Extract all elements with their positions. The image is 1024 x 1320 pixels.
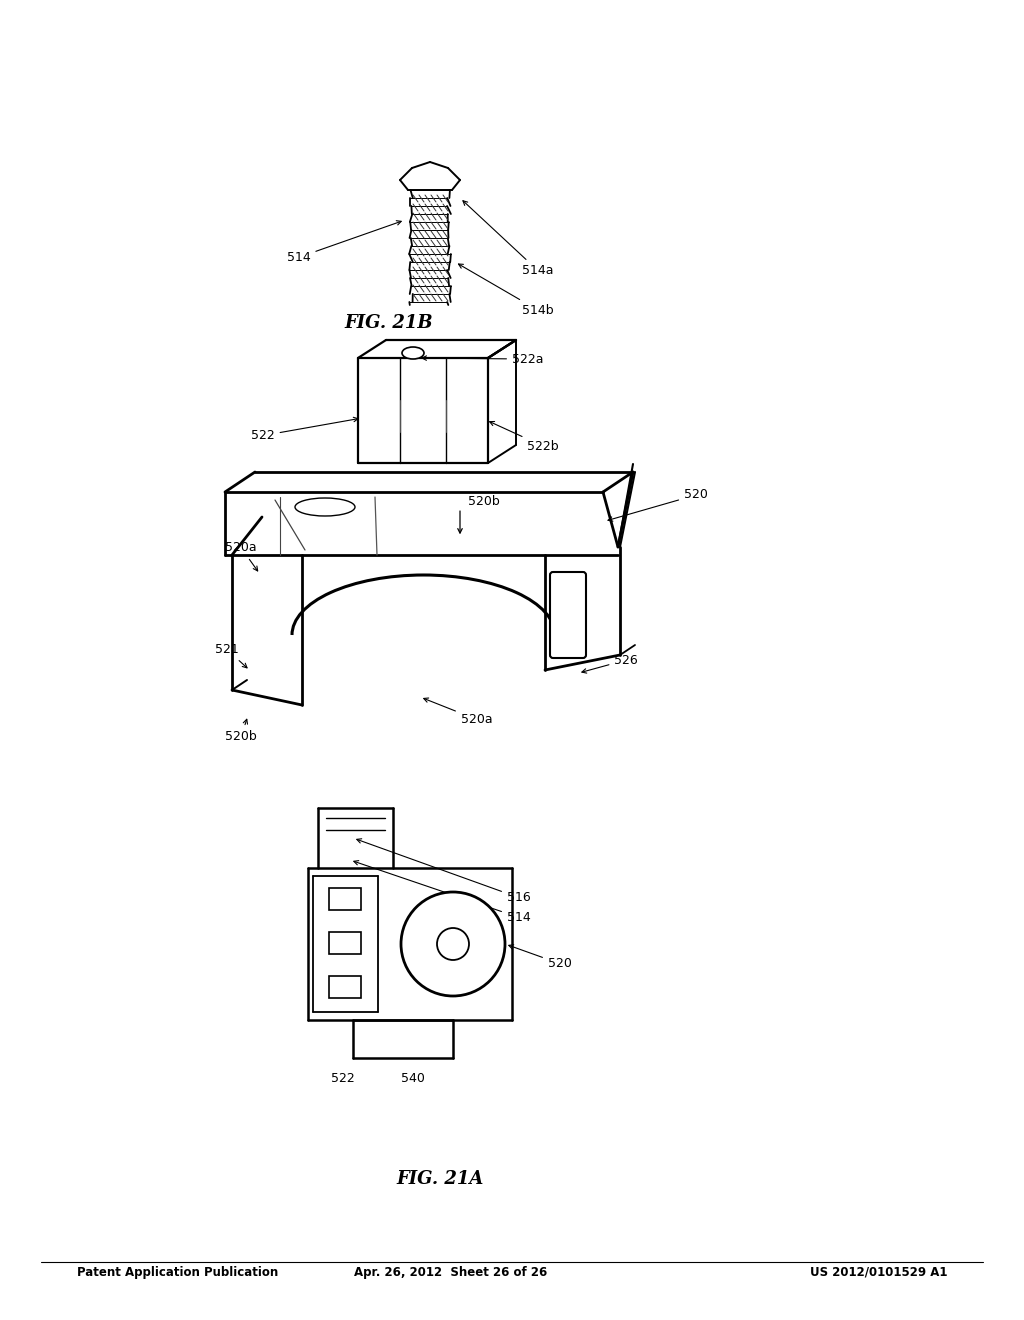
Text: 526: 526 <box>582 653 638 673</box>
Text: 520: 520 <box>608 488 708 521</box>
Ellipse shape <box>295 498 355 516</box>
Text: 520b: 520b <box>468 495 500 508</box>
Text: 514a: 514a <box>463 201 554 277</box>
Text: 540: 540 <box>401 1072 425 1085</box>
Circle shape <box>437 928 469 960</box>
Text: 520b: 520b <box>225 719 257 743</box>
Text: 516: 516 <box>356 838 530 904</box>
FancyBboxPatch shape <box>550 572 586 657</box>
Ellipse shape <box>402 347 424 359</box>
Bar <box>329 932 361 954</box>
Text: 522b: 522b <box>489 421 559 453</box>
Text: 520: 520 <box>509 945 571 970</box>
Text: 520a: 520a <box>225 541 258 572</box>
Text: 522a: 522a <box>422 352 544 366</box>
Text: 522: 522 <box>331 1072 355 1085</box>
Text: 514: 514 <box>287 220 401 264</box>
Text: Apr. 26, 2012  Sheet 26 of 26: Apr. 26, 2012 Sheet 26 of 26 <box>354 1266 547 1279</box>
Text: Patent Application Publication: Patent Application Publication <box>77 1266 279 1279</box>
Text: 522: 522 <box>251 417 358 442</box>
Circle shape <box>401 892 505 997</box>
Text: US 2012/0101529 A1: US 2012/0101529 A1 <box>810 1266 947 1279</box>
Bar <box>329 888 361 911</box>
Bar <box>329 975 361 998</box>
Text: 514b: 514b <box>459 264 554 317</box>
Text: 521: 521 <box>215 643 247 668</box>
Text: FIG. 21A: FIG. 21A <box>396 1170 484 1188</box>
Text: 514: 514 <box>354 861 530 924</box>
Text: FIG. 21B: FIG. 21B <box>345 314 433 333</box>
Text: 520a: 520a <box>424 698 493 726</box>
